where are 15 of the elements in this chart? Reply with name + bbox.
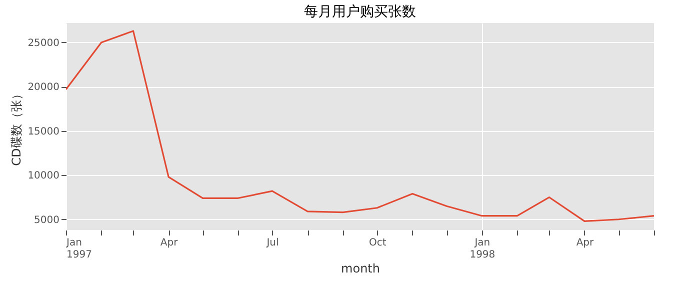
x-tick-label: Jul: [266, 238, 279, 248]
line-series: [66, 30, 654, 222]
y-axis-title: CD碟数（张）: [10, 88, 24, 166]
x-tick-label: Apr: [160, 238, 179, 248]
y-tick-label: 5000: [34, 214, 60, 226]
x-tick-label: Jan 1998: [470, 238, 496, 260]
x-tick-label: Oct: [368, 238, 386, 248]
y-tick-label: 25000: [28, 38, 60, 49]
x-tick-label: Apr: [576, 238, 595, 248]
y-tick-label: 10000: [28, 170, 60, 182]
y-tick-label: 15000: [28, 126, 60, 138]
chart-title: 每月用户购买张数: [304, 4, 416, 20]
y-tick-label: 20000: [28, 82, 60, 94]
x-axis-title: month: [341, 262, 380, 276]
x-tick-label: Jan 1997: [66, 238, 92, 260]
